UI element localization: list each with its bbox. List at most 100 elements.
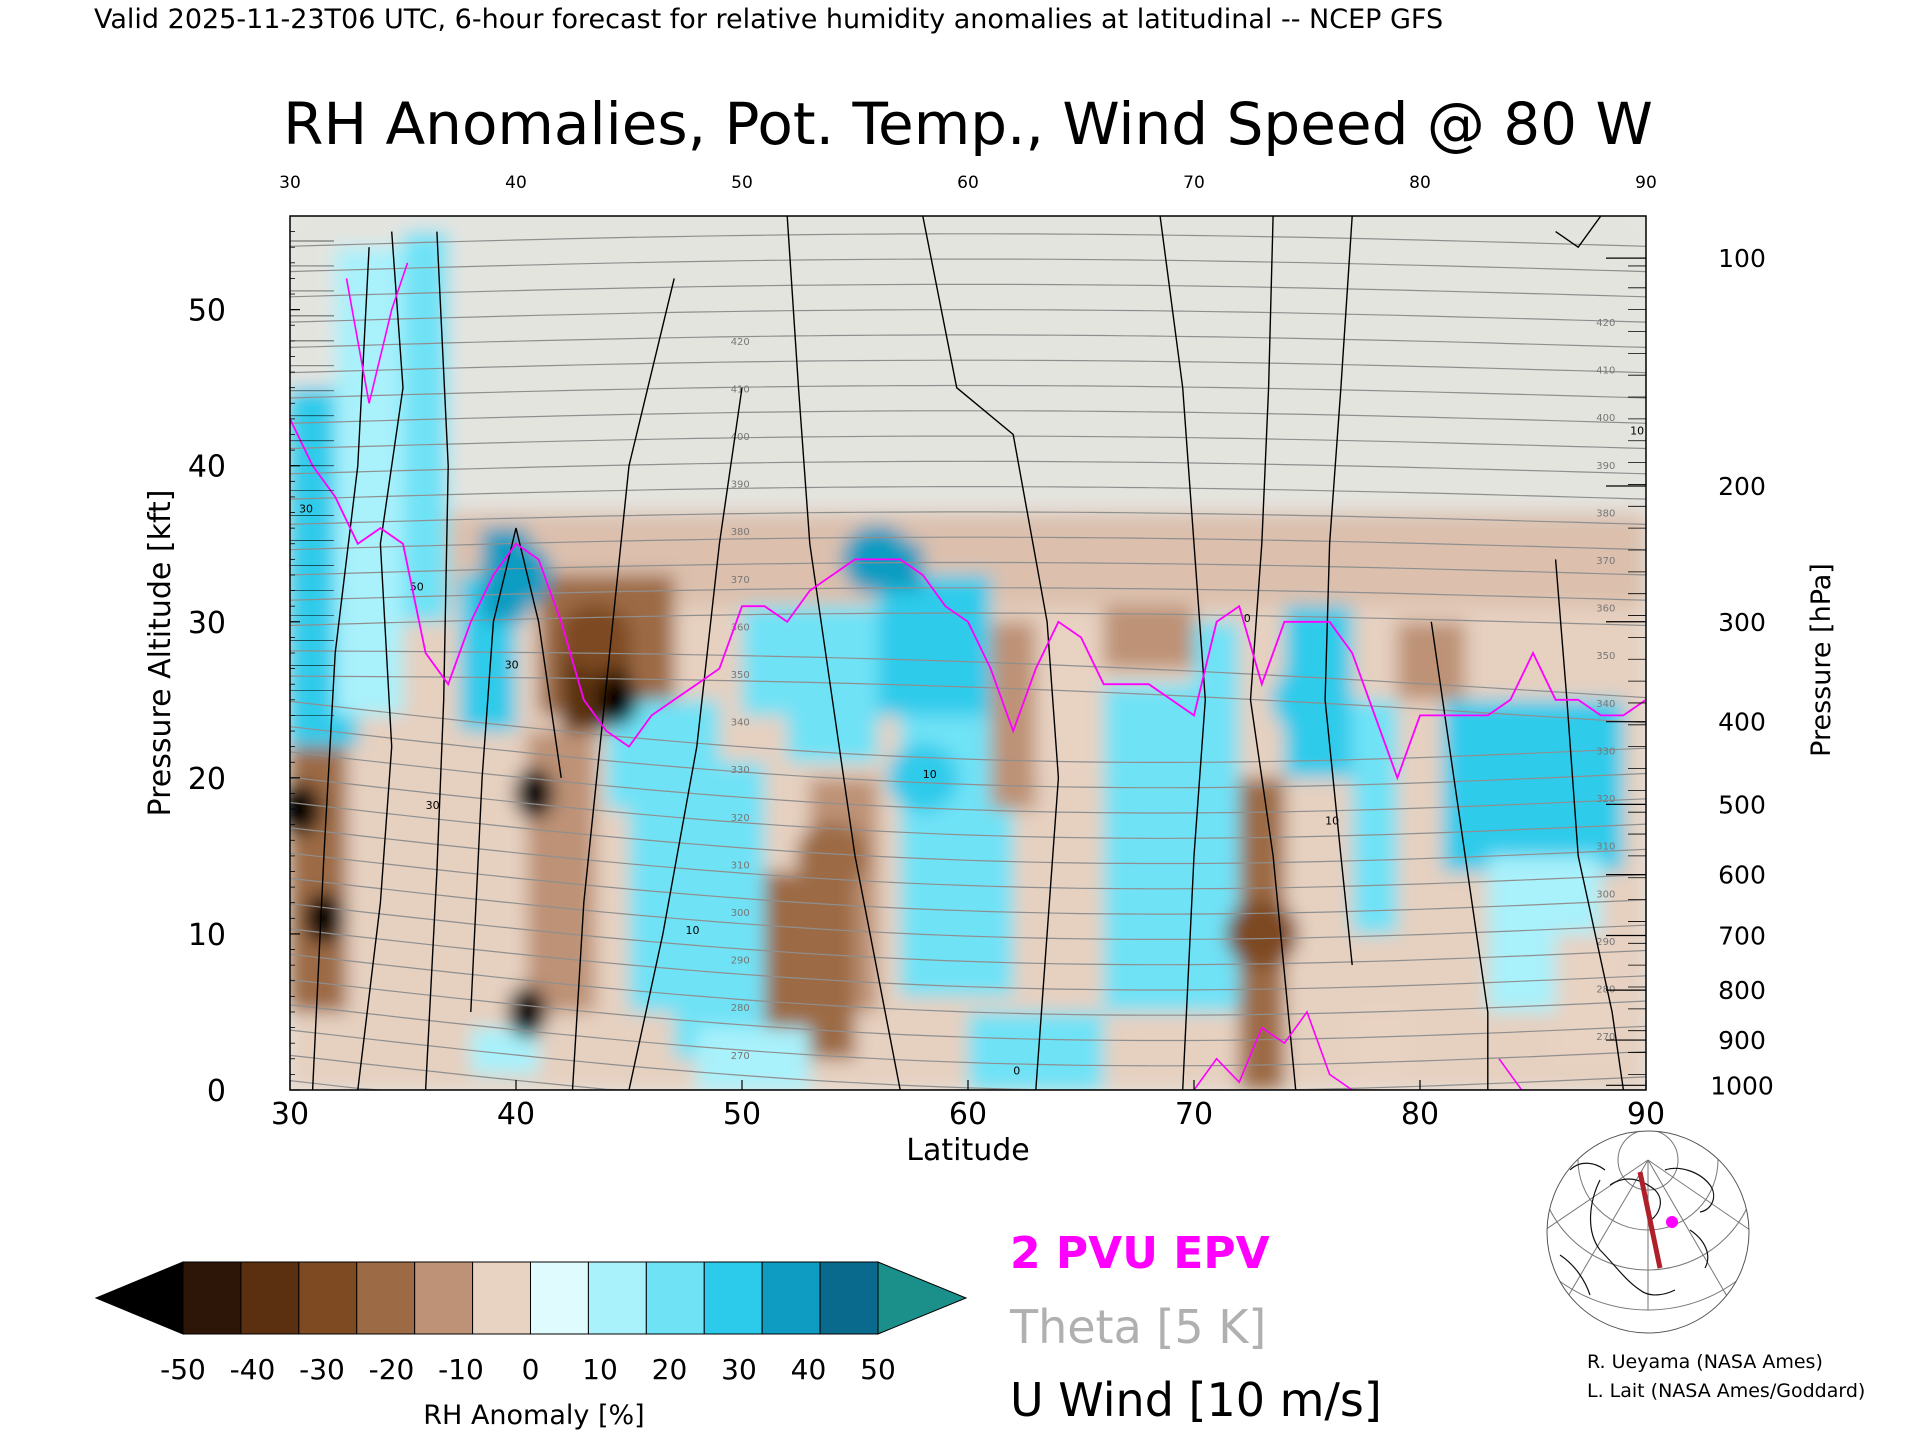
u-wind-contour xyxy=(786,216,901,1090)
theta-label: 400 xyxy=(1596,413,1615,424)
pressure-tick-label: 500 xyxy=(1718,790,1766,819)
theta-label: 310 xyxy=(731,860,750,871)
u-wind-contour xyxy=(628,387,743,1090)
colorbar-swatch xyxy=(645,1261,705,1335)
rh-anomaly-cell xyxy=(1555,933,1624,1059)
rh-anomaly-core xyxy=(514,767,555,820)
top-x-tick-label: 70 xyxy=(1183,173,1205,193)
u-wind-contour xyxy=(1555,216,1602,249)
colorbar-tick-label: 20 xyxy=(652,1353,688,1386)
u-wind-contour xyxy=(311,247,370,1090)
pressure-tick-label: 1000 xyxy=(1710,1071,1774,1100)
theta-contour xyxy=(290,486,1646,500)
colorbar-tick-label: 40 xyxy=(791,1353,827,1386)
u-wind-contour xyxy=(470,527,562,1013)
theta-label: 280 xyxy=(731,1003,750,1014)
colorbar-tick-label: -30 xyxy=(299,1353,345,1386)
theta-contours: 2702702802802902903003003103103203203303… xyxy=(290,233,1646,1090)
theta-label: 280 xyxy=(1596,984,1615,995)
colorbar-swatch xyxy=(761,1261,821,1335)
theta-contour xyxy=(290,1004,1646,1067)
y-axis-label: Pressure Altitude [kft] xyxy=(143,490,178,817)
rh-anomaly-cell xyxy=(877,574,991,716)
theta-contour xyxy=(290,233,1646,247)
theta-label: 380 xyxy=(1596,508,1615,519)
pressure-tick-label: 600 xyxy=(1718,861,1766,890)
colorbar-swatch xyxy=(182,1261,242,1335)
colorbar-swatch xyxy=(703,1261,763,1335)
x-tick-label: 60 xyxy=(949,1097,987,1132)
theta-contour xyxy=(290,587,1646,601)
colorbar-swatch xyxy=(587,1261,647,1335)
colorbar-swatch xyxy=(240,1261,300,1335)
rh-anomaly-core xyxy=(303,892,344,945)
theta-label: 360 xyxy=(1596,604,1615,615)
u-wind-label: 10 xyxy=(923,768,937,781)
u-wind-label: 10 xyxy=(686,924,700,937)
u-wind-label: 0 xyxy=(1244,612,1251,625)
theta-contour xyxy=(290,903,1646,966)
legend: 2 PVU EPV Theta [5 K] U Wind [10 m/s] xyxy=(1009,1228,1382,1427)
theta-contour xyxy=(290,612,1646,627)
theta-contour xyxy=(290,726,1646,789)
theta-contour xyxy=(290,410,1646,424)
rh-anomaly-cell xyxy=(742,606,788,716)
colorbar: -50 -40 -30 -20 -10 0 10 20 30 40 50 xyxy=(94,1261,968,1386)
theta-contour xyxy=(290,460,1646,475)
colorbar-tick-label: -40 xyxy=(230,1353,276,1386)
theta-label: 300 xyxy=(1596,889,1615,900)
theta-contour xyxy=(290,700,1646,763)
colorbar-tick-label: 10 xyxy=(582,1353,618,1386)
rh-anomaly-core xyxy=(480,540,552,609)
theta-label: 360 xyxy=(731,622,750,633)
rh-anomaly-cell xyxy=(990,621,1036,810)
theta-contour xyxy=(290,511,1646,525)
theta-contour xyxy=(290,308,1646,323)
top-x-tick-label: 80 xyxy=(1409,173,1431,193)
theta-contour xyxy=(290,258,1646,273)
u-wind-label: 30 xyxy=(505,659,519,672)
theta-contour xyxy=(290,953,1646,1016)
colorbar-tick-label: 30 xyxy=(721,1353,757,1386)
rh-anomaly-cell xyxy=(1397,621,1466,700)
y2-axis-label: Pressure [hPa] xyxy=(1806,563,1837,757)
y-tick-label: 10 xyxy=(188,918,226,953)
legend-u-wind: U Wind [10 m/s] xyxy=(1010,1373,1382,1427)
y-tick-label: 50 xyxy=(188,294,226,329)
colorbar-tick-label: 0 xyxy=(522,1353,540,1386)
u-wind-label: 30 xyxy=(426,799,440,812)
top-x-tick-label: 50 xyxy=(731,173,753,193)
x-tick-label: 30 xyxy=(271,1097,309,1132)
rh-anomaly-cell xyxy=(403,231,449,622)
x-axis-label: Latitude xyxy=(906,1133,1029,1168)
theta-contour xyxy=(290,435,1646,450)
x-tick-label: 90 xyxy=(1627,1097,1665,1132)
theta-label: 420 xyxy=(1596,318,1615,329)
colorbar-swatch xyxy=(472,1261,532,1335)
y-tick-label: 0 xyxy=(207,1074,226,1109)
y-tick-label: 20 xyxy=(188,762,226,797)
rh-anomaly-cell xyxy=(674,762,765,1059)
colorbar-swatch xyxy=(298,1261,358,1335)
cross-section-track xyxy=(1637,1171,1663,1269)
colorbar-low-extend xyxy=(94,1261,184,1335)
theta-label: 400 xyxy=(731,432,750,443)
x-tick-label: 40 xyxy=(497,1097,535,1132)
rh-anomaly-core xyxy=(1225,899,1298,968)
u-wind-contour xyxy=(1430,621,1489,1090)
u-wind-label: 0 xyxy=(1013,1064,1020,1077)
u-wind-contour xyxy=(571,278,675,1090)
theta-label: 270 xyxy=(731,1051,750,1062)
rh-anomaly-core xyxy=(886,743,959,812)
theta-label: 290 xyxy=(731,956,750,967)
theta-label: 390 xyxy=(1596,461,1615,472)
rh-anomaly-cell xyxy=(1352,1011,1409,1090)
theta-label: 310 xyxy=(1596,842,1615,853)
u-wind-contour xyxy=(424,231,449,1090)
pv-2-contour xyxy=(290,418,1646,781)
theta-contour xyxy=(290,827,1646,890)
rh-anomaly-core xyxy=(597,673,638,726)
top-x-tick-label: 30 xyxy=(279,173,301,193)
theta-contour xyxy=(290,978,1646,1042)
